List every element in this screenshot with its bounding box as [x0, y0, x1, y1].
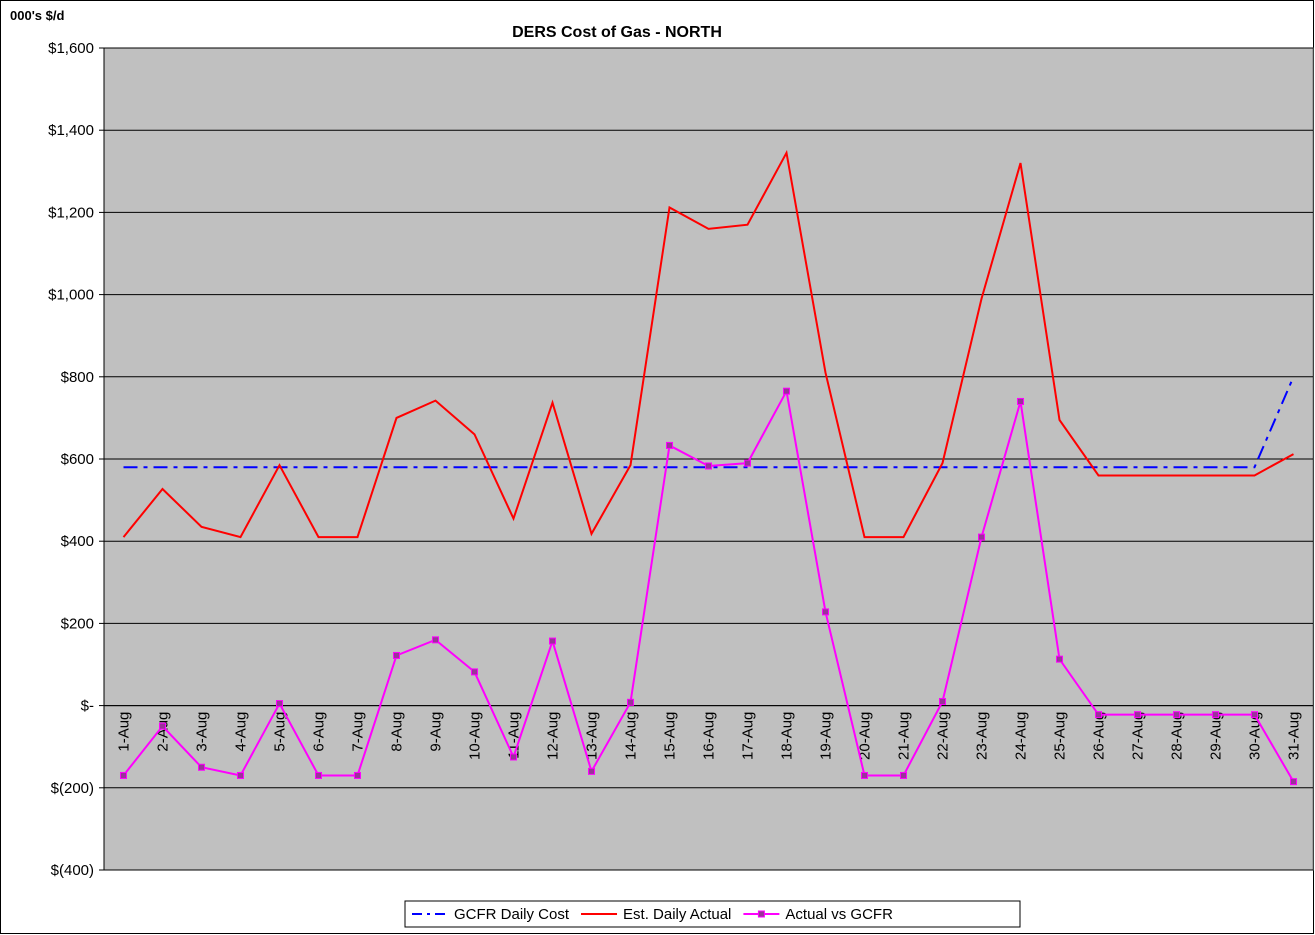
point: [354, 771, 361, 779]
point: [861, 771, 868, 779]
legend-label: GCFR Daily Cost: [454, 906, 570, 923]
point: [1251, 711, 1258, 719]
x-tick-label: 16-Aug: [701, 712, 718, 760]
y-tick-label: $1,000: [48, 287, 94, 304]
x-tick-label: 8-Aug: [389, 712, 406, 752]
point: [198, 763, 205, 771]
point: [822, 608, 829, 616]
y-tick-label: $800: [61, 369, 94, 386]
legend-label: Est. Daily Actual: [623, 906, 731, 923]
x-tick-label: 21-Aug: [896, 712, 913, 760]
x-tick-label: 22-Aug: [935, 712, 952, 760]
y-tick-label: $1,400: [48, 122, 94, 139]
legend-label: Actual vs GCFR: [785, 906, 893, 923]
x-tick-label: 23-Aug: [974, 712, 991, 760]
x-tick-label: 6-Aug: [311, 712, 328, 752]
series-line: [122, 149, 1294, 539]
x-tick-label: 4-Aug: [233, 712, 250, 752]
point: [588, 767, 595, 775]
x-tick-label: 29-Aug: [1208, 712, 1225, 760]
x-tick-label: 12-Aug: [545, 712, 562, 760]
x-tick-label: 19-Aug: [818, 712, 835, 760]
y-tick-label: $(400): [51, 862, 94, 879]
x-tick-label: 5-Aug: [272, 712, 289, 752]
point: [393, 651, 400, 659]
point: [1017, 397, 1024, 405]
point: [471, 668, 478, 676]
point: [744, 459, 751, 467]
x-tick-label: 3-Aug: [194, 712, 211, 752]
y-tick-label: $1,600: [48, 40, 94, 57]
point: [237, 771, 244, 779]
y-tick-label: $200: [61, 615, 94, 632]
y-tick-label: $-: [81, 698, 94, 715]
x-tick-label: 10-Aug: [467, 712, 484, 760]
point: [1134, 711, 1141, 719]
point: [120, 771, 127, 779]
legend-marker: [757, 910, 765, 918]
x-tick-label: 1-Aug: [116, 712, 133, 752]
x-tick-label: 18-Aug: [779, 712, 796, 760]
x-tick-label: 9-Aug: [428, 712, 445, 752]
y-tick-label: $400: [61, 533, 94, 550]
x-tick-label: 28-Aug: [1169, 712, 1186, 760]
x-tick-label: 17-Aug: [740, 712, 757, 760]
point: [510, 753, 517, 761]
y-axis-label: 000's $/d: [10, 8, 64, 23]
point: [900, 771, 907, 779]
x-tick-label: 25-Aug: [1052, 712, 1069, 760]
x-tick-label: 2-Aug: [155, 712, 172, 752]
x-tick-label: 31-Aug: [1286, 712, 1303, 760]
point: [939, 697, 946, 705]
x-tick-label: 15-Aug: [662, 712, 679, 760]
point: [1290, 778, 1297, 786]
x-tick-label: 7-Aug: [350, 712, 367, 752]
point: [159, 722, 166, 730]
x-tick-label: 14-Aug: [623, 712, 640, 760]
point: [1095, 711, 1102, 719]
x-tick-label: 24-Aug: [1013, 712, 1030, 760]
chart-title: DERS Cost of Gas - NORTH: [512, 24, 722, 41]
x-tick-label: 20-Aug: [857, 712, 874, 760]
point: [705, 462, 712, 470]
point: [783, 387, 790, 395]
point: [666, 441, 673, 449]
y-tick-label: $(200): [51, 780, 94, 797]
point: [432, 636, 439, 644]
y-tick-label: $600: [61, 451, 94, 468]
point: [1056, 655, 1063, 663]
y-tick-label: $1,200: [48, 204, 94, 221]
point: [978, 533, 985, 541]
point: [627, 698, 634, 706]
point: [315, 771, 322, 779]
point: [1173, 711, 1180, 719]
point: [276, 700, 283, 708]
x-tick-label: 30-Aug: [1247, 712, 1264, 760]
legend: [404, 900, 1021, 928]
point: [549, 637, 556, 645]
x-tick-label: 27-Aug: [1130, 712, 1147, 760]
point: [1212, 711, 1219, 719]
x-tick-label: 26-Aug: [1091, 712, 1108, 760]
x-tick-label: 13-Aug: [584, 712, 601, 760]
